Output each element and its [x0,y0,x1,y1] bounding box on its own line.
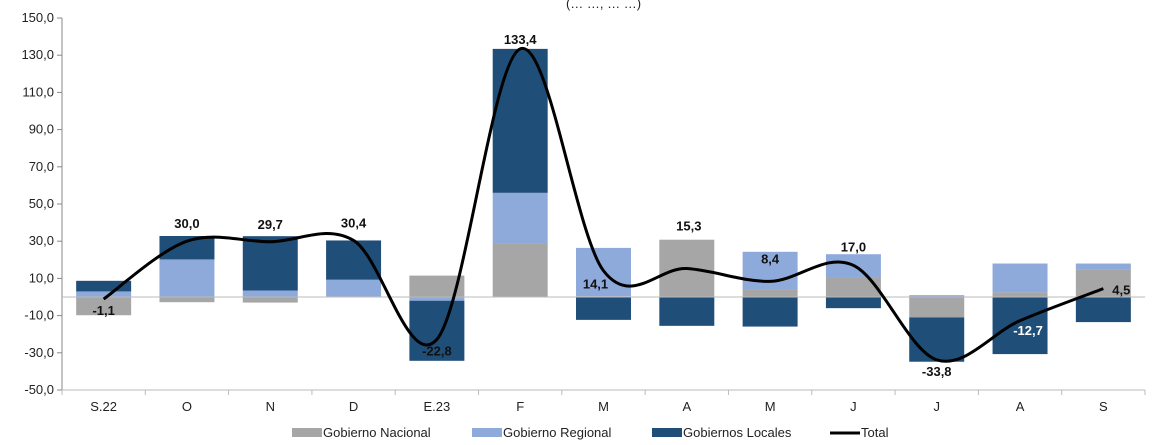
legend-swatch [472,428,502,437]
bar-gobiernos-locales-12 [1075,297,1131,323]
bar-gobierno-nacional-10 [909,297,965,318]
x-tick-label: S [1099,399,1108,414]
data-label: -1,1 [92,303,114,318]
data-label: 15,3 [676,218,701,233]
bar-gobierno-nacional-8 [742,289,798,297]
bar-gobierno-nacional-2 [242,297,298,303]
x-tick-label: F [516,399,524,414]
bar-gobierno-regional-5 [492,192,548,244]
legend: Gobierno Nacional Gobierno Regional Gobier… [292,425,889,440]
y-tick-label: 50,0 [29,196,54,211]
bar-gobiernos-locales-6 [576,297,631,320]
y-tick-label: -10,0 [24,308,54,323]
data-label: 8,4 [761,251,780,266]
x-tick-label: M [765,399,776,414]
legend-label: Total [861,425,889,440]
x-tick-label: E.23 [424,399,451,414]
x-tick-label: A [682,399,691,414]
data-labels-group: -1,1 30,0 29,7 30,4 -22,8 133,4 14,1 15,3 8,4 17,… [92,32,1130,379]
chart-subtitle: (… …, … …) [566,0,641,11]
x-tick-label: M [598,399,609,414]
x-tick-label: J [850,399,857,414]
y-tick-label: 150,0 [21,10,54,25]
bar-gobierno-regional-8 [742,251,798,290]
bar-gobiernos-locales-4 [409,300,465,361]
data-label: -22,8 [422,343,452,358]
bar-gobiernos-locales-9 [825,297,881,309]
y-tick-label: 110,0 [22,84,54,99]
x-tick-label: O [182,399,192,414]
y-tick-label: 70,0 [29,159,54,174]
bar-gobierno-regional-0 [76,291,132,297]
x-tick-label: D [349,399,358,414]
bar-gobierno-regional-12 [1075,263,1131,270]
data-label: 133,4 [504,32,537,47]
x-tick-label: A [1016,399,1025,414]
data-label: -33,8 [922,364,952,379]
data-label: 4,5 [1112,283,1130,298]
data-label: -12,7 [1013,323,1043,338]
y-tick-label: 30,0 [29,233,54,248]
bar-gobierno-nacional-9 [825,277,881,297]
x-tick-label: N [266,399,275,414]
legend-label: Gobiernos Locales [683,425,792,440]
y-tick-label: 130,0 [21,47,54,62]
bar-gobierno-nacional-5 [492,243,548,297]
bar-gobierno-nacional-11 [992,292,1048,297]
data-label: 30,0 [174,216,199,231]
bar-gobiernos-locales-7 [659,297,715,326]
y-tick-label: -30,0 [24,345,54,360]
bar-gobiernos-locales-0 [76,280,132,292]
bar-gobierno-nacional-0 [76,297,132,316]
bar-gobiernos-locales-1 [159,235,215,260]
total-line-group [102,47,1104,363]
data-label: 17,0 [841,239,866,254]
bar-gobierno-nacional-12 [1075,269,1131,297]
y-tick-label: 10,0 [29,270,54,285]
data-label: 14,1 [583,277,608,292]
total-line [102,47,1104,363]
bar-gobiernos-locales-8 [742,297,798,327]
axes-group: 150,0 130,0 110,0 90,0 70,0 50,0 30,0 10,0 -10,0… [21,10,1146,414]
bar-gobierno-regional-10 [909,295,965,297]
y-tick-label: 90,0 [29,122,54,137]
bar-gobiernos-locales-2 [242,236,298,291]
bar-gobierno-regional-4 [409,297,465,301]
bar-gobierno-regional-1 [159,259,215,297]
bar-gobiernos-locales-10 [909,317,965,362]
bar-gobierno-regional-11 [992,263,1048,293]
legend-swatch [652,428,682,437]
bar-gobiernos-locales-5 [492,48,548,193]
bar-gobiernos-locales-11 [992,297,1048,355]
data-label: 29,7 [258,217,283,232]
legend-label: Gobierno Nacional [323,425,431,440]
bar-gobierno-regional-3 [326,279,382,297]
legend-label: Gobierno Regional [503,425,612,440]
x-tick-label: J [933,399,940,414]
y-tick-label: -50,0 [24,382,54,397]
bars-group [76,48,1131,362]
legend-swatch [292,428,322,437]
x-tick-label: S.22 [90,399,117,414]
bar-gobierno-regional-2 [242,290,298,297]
data-label: 30,4 [341,215,367,230]
bar-gobierno-nacional-4 [409,275,465,297]
bar-gobierno-nacional-1 [159,297,215,303]
bar-gobiernos-locales-3 [326,240,382,280]
